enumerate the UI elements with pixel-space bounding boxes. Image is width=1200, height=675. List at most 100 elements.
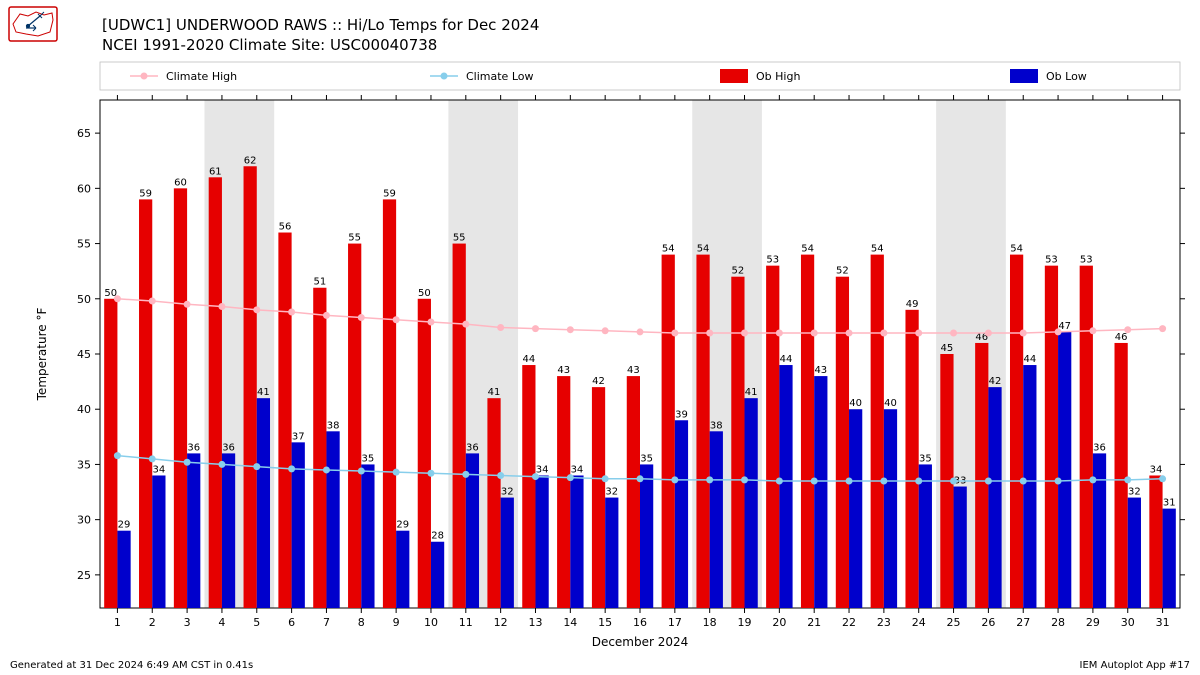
svg-text:35: 35 <box>919 453 932 464</box>
svg-text:65: 65 <box>77 127 91 140</box>
svg-text:25: 25 <box>947 616 961 629</box>
svg-text:49: 49 <box>906 299 919 310</box>
svg-text:37: 37 <box>292 431 305 442</box>
svg-text:52: 52 <box>836 266 849 277</box>
svg-text:41: 41 <box>257 387 270 398</box>
svg-text:4: 4 <box>218 616 225 629</box>
svg-text:36: 36 <box>222 442 235 453</box>
svg-text:24: 24 <box>912 616 926 629</box>
svg-text:2: 2 <box>149 616 156 629</box>
svg-text:10: 10 <box>424 616 438 629</box>
svg-text:32: 32 <box>1128 487 1141 498</box>
svg-text:Climate High: Climate High <box>166 70 237 83</box>
svg-text:32: 32 <box>501 487 514 498</box>
svg-text:23: 23 <box>877 616 891 629</box>
svg-text:41: 41 <box>745 387 758 398</box>
svg-text:36: 36 <box>187 442 200 453</box>
svg-text:26: 26 <box>981 616 995 629</box>
svg-text:8: 8 <box>358 616 365 629</box>
svg-text:36: 36 <box>466 442 479 453</box>
svg-text:40: 40 <box>77 403 91 416</box>
svg-text:35: 35 <box>362 453 375 464</box>
svg-text:56: 56 <box>279 222 292 233</box>
svg-text:36: 36 <box>1093 442 1106 453</box>
svg-text:13: 13 <box>528 616 542 629</box>
svg-text:61: 61 <box>209 166 222 177</box>
svg-text:35: 35 <box>640 453 653 464</box>
svg-text:32: 32 <box>605 487 618 498</box>
svg-text:52: 52 <box>732 266 745 277</box>
svg-text:3: 3 <box>184 616 191 629</box>
svg-text:34: 34 <box>1150 464 1163 475</box>
svg-text:1: 1 <box>114 616 121 629</box>
svg-text:45: 45 <box>941 343 954 354</box>
svg-text:43: 43 <box>557 365 570 376</box>
svg-text:29: 29 <box>1086 616 1100 629</box>
svg-text:59: 59 <box>383 188 396 199</box>
svg-text:44: 44 <box>522 354 535 365</box>
svg-text:38: 38 <box>710 420 723 431</box>
svg-text:12: 12 <box>494 616 508 629</box>
svg-text:28: 28 <box>1051 616 1065 629</box>
svg-text:21: 21 <box>807 616 821 629</box>
svg-text:[UDWC1] UNDERWOOD RAWS :: Hi/L: [UDWC1] UNDERWOOD RAWS :: Hi/Lo Temps fo… <box>102 16 539 34</box>
svg-text:Ob Low: Ob Low <box>1046 70 1087 83</box>
svg-text:55: 55 <box>348 233 361 244</box>
svg-text:15: 15 <box>598 616 612 629</box>
svg-text:43: 43 <box>627 365 640 376</box>
svg-text:55: 55 <box>77 238 91 251</box>
svg-text:27: 27 <box>1016 616 1030 629</box>
svg-text:54: 54 <box>697 244 710 255</box>
svg-text:6: 6 <box>288 616 295 629</box>
svg-text:42: 42 <box>592 376 605 387</box>
svg-text:5: 5 <box>253 616 260 629</box>
svg-text:20: 20 <box>772 616 786 629</box>
svg-text:46: 46 <box>1115 332 1128 343</box>
svg-text:14: 14 <box>563 616 577 629</box>
svg-text:34: 34 <box>536 464 549 475</box>
svg-text:30: 30 <box>77 514 91 527</box>
svg-text:50: 50 <box>77 293 91 306</box>
svg-text:43: 43 <box>814 365 827 376</box>
svg-text:54: 54 <box>871 244 884 255</box>
svg-text:31: 31 <box>1156 616 1170 629</box>
svg-text:60: 60 <box>77 182 91 195</box>
svg-text:60: 60 <box>174 177 187 188</box>
svg-text:54: 54 <box>662 244 675 255</box>
svg-text:19: 19 <box>738 616 752 629</box>
svg-text:17: 17 <box>668 616 682 629</box>
footer-generated: Generated at 31 Dec 2024 6:49 AM CST in … <box>10 660 253 671</box>
temperature-chart: 2530354045505560651234567891011121314151… <box>0 0 1200 675</box>
svg-text:59: 59 <box>139 188 152 199</box>
svg-text:18: 18 <box>703 616 717 629</box>
svg-text:9: 9 <box>393 616 400 629</box>
svg-text:44: 44 <box>1023 354 1036 365</box>
svg-text:53: 53 <box>1080 255 1093 266</box>
svg-text:28: 28 <box>431 531 444 542</box>
svg-text:31: 31 <box>1163 498 1176 509</box>
svg-text:29: 29 <box>118 520 131 531</box>
svg-text:34: 34 <box>153 464 166 475</box>
svg-text:44: 44 <box>780 354 793 365</box>
svg-text:42: 42 <box>989 376 1002 387</box>
svg-text:11: 11 <box>459 616 473 629</box>
svg-text:34: 34 <box>571 464 584 475</box>
svg-text:51: 51 <box>313 277 326 288</box>
svg-text:38: 38 <box>327 420 340 431</box>
svg-text:Climate Low: Climate Low <box>466 70 534 83</box>
svg-text:December 2024: December 2024 <box>592 635 689 649</box>
svg-text:7: 7 <box>323 616 330 629</box>
svg-text:39: 39 <box>675 409 688 420</box>
svg-text:29: 29 <box>396 520 409 531</box>
svg-text:25: 25 <box>77 569 91 582</box>
svg-text:22: 22 <box>842 616 856 629</box>
svg-text:40: 40 <box>884 398 897 409</box>
svg-text:45: 45 <box>77 348 91 361</box>
svg-text:30: 30 <box>1121 616 1135 629</box>
svg-text:54: 54 <box>801 244 814 255</box>
svg-text:54: 54 <box>1010 244 1023 255</box>
svg-text:35: 35 <box>77 458 91 471</box>
svg-text:62: 62 <box>244 155 257 166</box>
svg-text:40: 40 <box>849 398 862 409</box>
svg-text:55: 55 <box>453 233 466 244</box>
